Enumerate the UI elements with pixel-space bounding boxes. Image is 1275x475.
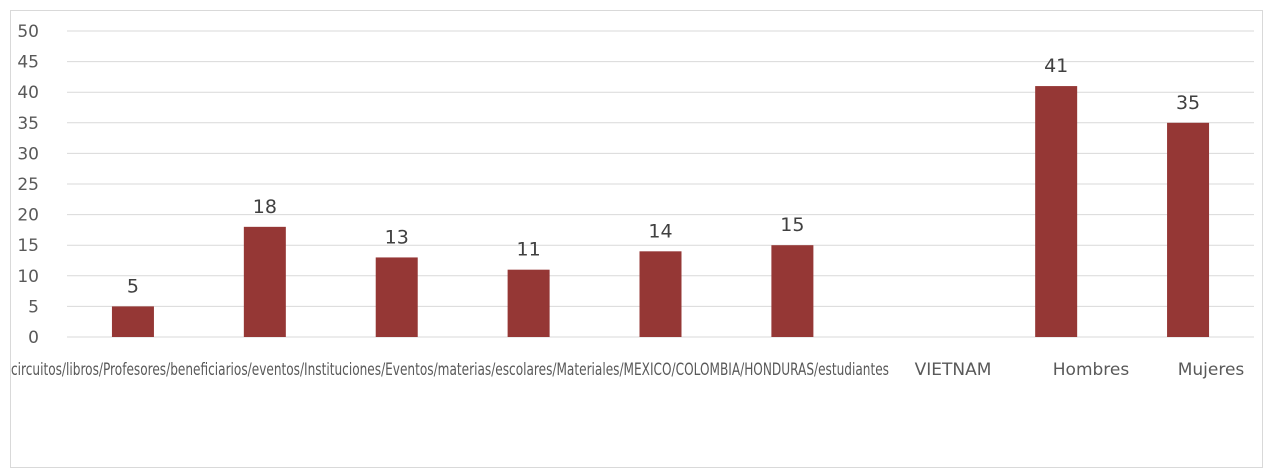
bar	[1035, 86, 1078, 337]
y-axis-ticks: 0 5 10 15 20 25 30 35 40 45 50	[17, 22, 39, 348]
bar	[771, 245, 814, 337]
bar	[375, 257, 418, 337]
data-label: 18	[253, 196, 277, 218]
bar-chart: 0 5 10 15 20 25 30 35 40 45 50 5 18 13 11 14 15 41 35 cir…	[11, 22, 1254, 380]
bar	[111, 306, 154, 337]
y-tick-label: 50	[17, 22, 39, 42]
y-tick-label: 30	[17, 144, 39, 164]
y-tick-label: 45	[17, 53, 39, 73]
x-tick-label: VIETNAM	[915, 360, 992, 380]
x-axis-labels: circuitos/libros/Profesores/beneficiario…	[11, 360, 1244, 380]
y-tick-label: 10	[17, 267, 39, 287]
x-tick-label-overlap: circuitos/libros/Profesores/beneficiario…	[11, 360, 889, 380]
data-label: 14	[648, 220, 672, 242]
y-tick-label: 25	[17, 175, 39, 195]
bar	[1167, 122, 1210, 337]
x-tick-label: Hombres	[1053, 360, 1130, 380]
y-tick-label: 0	[28, 328, 39, 348]
y-tick-label: 35	[17, 114, 39, 134]
bar	[507, 269, 550, 337]
y-tick-label: 20	[17, 206, 39, 226]
data-labels: 5 18 13 11 14 15 41 35	[127, 55, 1200, 297]
x-tick-label: Mujeres	[1178, 360, 1245, 380]
data-label: 11	[517, 239, 541, 261]
y-tick-label: 15	[17, 236, 39, 256]
y-tick-label: 40	[17, 83, 39, 103]
data-label: 41	[1044, 55, 1068, 77]
data-label: 15	[780, 214, 804, 236]
y-tick-label: 5	[28, 297, 39, 317]
data-label: 13	[385, 226, 409, 248]
data-label: 5	[127, 275, 139, 297]
chart-frame: 0 5 10 15 20 25 30 35 40 45 50 5 18 13 11 14 15 41 35 cir…	[10, 10, 1263, 468]
data-label: 35	[1176, 92, 1200, 114]
bar	[639, 251, 682, 337]
bars	[111, 86, 1210, 337]
bar	[243, 226, 286, 337]
